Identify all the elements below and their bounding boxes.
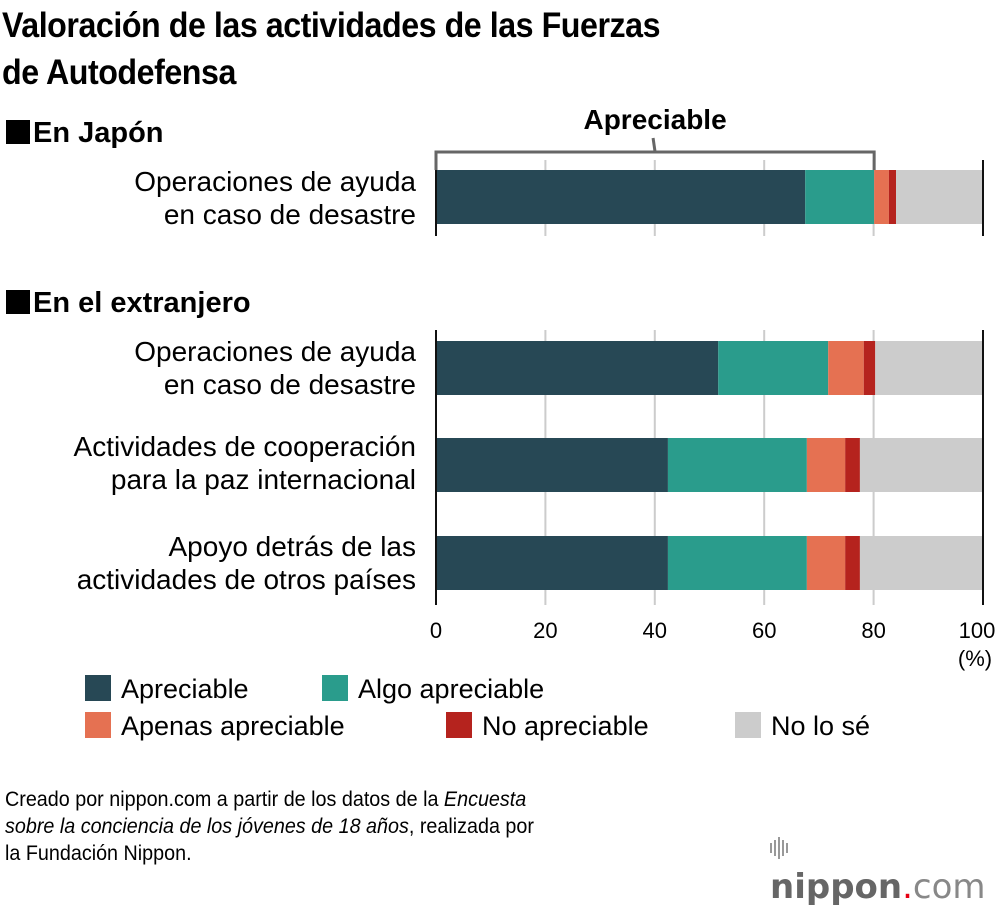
section-heading-text: En el extranjero bbox=[33, 287, 251, 319]
chart-title: Valoración de las actividades de las Fue… bbox=[2, 2, 996, 96]
legend-item-no-lo-se: No lo sé bbox=[735, 710, 870, 742]
legend-item-apreciable: Apreciable bbox=[85, 673, 249, 705]
annotation-bracket: Apreciable bbox=[434, 104, 876, 170]
bar-segment-no-lo-sé bbox=[896, 170, 983, 224]
bar-segment-no-lo-sé bbox=[859, 536, 983, 590]
source-text: la Fundación Nippon. bbox=[5, 842, 192, 865]
legend-swatch bbox=[735, 712, 761, 738]
bar-segment-apenas-apreciable bbox=[828, 341, 864, 395]
legend-label: No lo sé bbox=[771, 711, 871, 741]
section-heading-japan: En Japón bbox=[6, 116, 164, 150]
bar-segment-apenas-apreciable bbox=[806, 438, 846, 492]
sound-wave-icon bbox=[770, 827, 790, 867]
x-tick-label: 80 bbox=[861, 618, 885, 643]
bar-segment-no-apreciable bbox=[863, 341, 876, 395]
bar-segment-algo-apreciable bbox=[667, 536, 807, 590]
bars bbox=[436, 170, 983, 590]
bar-segment-algo-apreciable bbox=[718, 341, 829, 395]
legend-swatch bbox=[446, 712, 472, 738]
x-axis-unit-label: (%) bbox=[958, 646, 992, 671]
axes bbox=[435, 160, 984, 605]
legend-label: Algo apreciable bbox=[358, 674, 545, 704]
category-label-line: Operaciones de ayuda bbox=[134, 166, 416, 197]
legend-label: No apreciable bbox=[482, 711, 649, 741]
x-tick-label: 40 bbox=[643, 618, 667, 643]
source-text: , realizada por bbox=[408, 815, 534, 838]
category-label: Actividades de cooperación para la paz i… bbox=[74, 430, 416, 496]
legend-item-no-apreciable: No apreciable bbox=[446, 710, 649, 742]
logo-name: nippon bbox=[770, 866, 903, 907]
category-label-line: Actividades de cooperación bbox=[73, 431, 416, 462]
x-tick-label: 100 bbox=[959, 618, 996, 643]
source-note: Creado por nippon.com a partir de los da… bbox=[5, 786, 663, 867]
bar-segment-apenas-apreciable bbox=[806, 536, 846, 590]
square-bullet-icon bbox=[6, 290, 30, 314]
bar-segment-apreciable bbox=[436, 536, 668, 590]
bar-segment-no-apreciable bbox=[845, 438, 860, 492]
chart-title-line1: Valoración de las actividades de las Fue… bbox=[2, 6, 661, 45]
annotation-label: Apreciable bbox=[583, 104, 726, 135]
legend-item-apenas-apreciable: Apenas apreciable bbox=[85, 710, 345, 742]
category-label: Operaciones de ayuda en caso de desastre bbox=[134, 165, 416, 231]
legend-swatch bbox=[85, 675, 111, 701]
bar-segment-algo-apreciable bbox=[805, 170, 875, 224]
bar-segment-no-apreciable bbox=[845, 536, 860, 590]
x-tick-label: 60 bbox=[752, 618, 776, 643]
bar-segment-apenas-apreciable bbox=[874, 170, 889, 224]
x-tick-label: 0 bbox=[430, 618, 442, 643]
category-label-line: en caso de desastre bbox=[163, 369, 416, 400]
bar-segment-no-apreciable bbox=[888, 170, 897, 224]
logo-dot: . bbox=[902, 866, 913, 907]
bar-segment-apreciable bbox=[436, 170, 806, 224]
bar-segment-algo-apreciable bbox=[667, 438, 807, 492]
category-label-line: Operaciones de ayuda bbox=[134, 336, 416, 367]
section-heading-text: En Japón bbox=[33, 117, 164, 149]
tick-labels: 0 20 40 60 80 100 (%) bbox=[430, 618, 995, 671]
stacked-bar-chart: 0 20 40 60 80 100 (%) Apreciable bbox=[430, 104, 995, 671]
legend-label: Apenas apreciable bbox=[121, 711, 345, 741]
bar-segment-apreciable bbox=[436, 341, 719, 395]
category-label-line: Apoyo detrás de las bbox=[168, 531, 417, 562]
bar-segment-no-lo-sé bbox=[859, 438, 983, 492]
nippon-logo: nippon.com bbox=[770, 825, 1000, 907]
category-label-line: en caso de desastre bbox=[163, 199, 416, 230]
source-survey-title: sobre la conciencia de los jóvenes de 18… bbox=[5, 815, 409, 838]
category-label: Apoyo detrás de las actividades de otros… bbox=[77, 530, 416, 596]
legend-label: Apreciable bbox=[121, 674, 249, 704]
annotation-pointer bbox=[651, 137, 657, 153]
legend-swatch bbox=[322, 675, 348, 701]
category-label: Operaciones de ayuda en caso de desastre bbox=[134, 335, 416, 401]
category-label-line: para la paz internacional bbox=[110, 464, 416, 495]
x-tick-label: 20 bbox=[533, 618, 557, 643]
category-label-line: actividades de otros países bbox=[76, 564, 416, 595]
source-survey-title: Encuesta bbox=[443, 788, 527, 811]
legend-item-algo-apreciable: Algo apreciable bbox=[322, 673, 544, 705]
square-bullet-icon bbox=[6, 120, 30, 144]
logo-tld: com bbox=[912, 866, 986, 907]
bar-segment-no-lo-sé bbox=[875, 341, 983, 395]
bar-segment-apreciable bbox=[436, 438, 668, 492]
source-text: Creado por nippon.com a partir de los da… bbox=[5, 788, 444, 811]
section-heading-abroad: En el extranjero bbox=[6, 286, 251, 320]
legend-swatch bbox=[85, 712, 111, 738]
chart-title-line2: de Autodefensa bbox=[2, 53, 236, 92]
